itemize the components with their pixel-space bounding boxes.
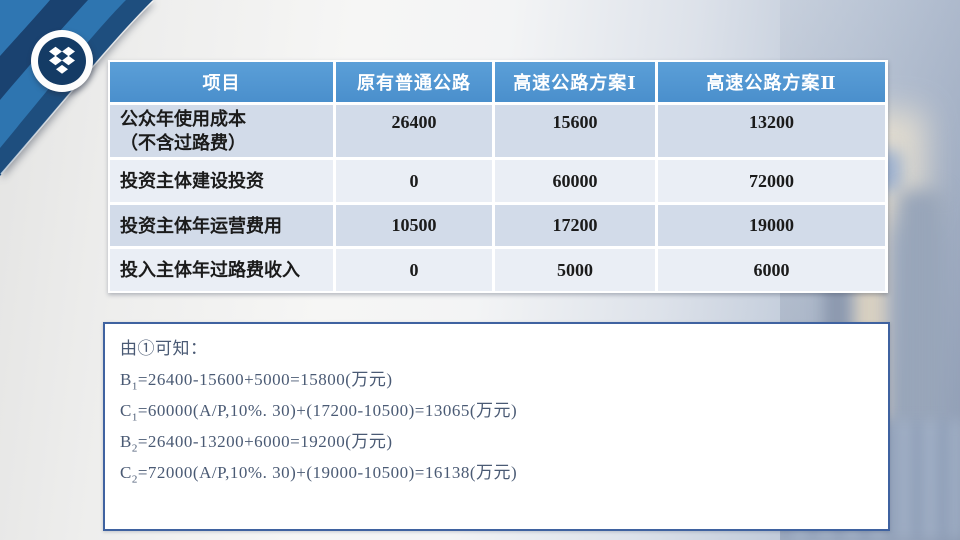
table-cell: 15600	[495, 105, 655, 157]
table-cell: 17200	[495, 205, 655, 246]
photo-blur-shape	[898, 190, 944, 440]
formula-b2: B2=26400-13200+6000=19200(万元)	[120, 432, 393, 455]
table-cell: 72000	[658, 160, 885, 202]
row-label: 投入主体年过路费收入	[110, 249, 333, 291]
table-cell: 13200	[658, 105, 885, 157]
corner-ribbon-decoration	[0, 0, 154, 176]
table-header-plan2: 高速公路方案Ⅱ	[658, 62, 885, 102]
table-cell: 6000	[658, 249, 885, 291]
table-header-item: 项目	[110, 62, 333, 102]
table-cell: 19000	[658, 205, 885, 246]
formula-c1: C1=60000(A/P,10%. 30)+(17200-10500)=1306…	[120, 401, 518, 424]
row-label: 公众年使用成本 （不含过路费）	[110, 105, 333, 157]
row-label: 投资主体建设投资	[110, 160, 333, 202]
dropbox-logo-icon	[49, 46, 75, 74]
table-cell: 10500	[336, 205, 492, 246]
formula-b1: B1=26400-15600+5000=15800(万元)	[120, 370, 393, 393]
table-cell: 26400	[336, 105, 492, 157]
table-cell: 60000	[495, 160, 655, 202]
formula-c2: C2=72000(A/P,10%. 30)+(19000-10500)=1613…	[120, 463, 518, 486]
logo-badge	[31, 30, 93, 92]
table-header-plan1: 高速公路方案Ⅰ	[495, 62, 655, 102]
cost-comparison-table: 项目 原有普通公路 高速公路方案Ⅰ 高速公路方案Ⅱ 公众年使用成本 （不含过路费…	[108, 60, 888, 293]
table-cell: 0	[336, 249, 492, 291]
notes-intro: 由①可知：	[120, 339, 208, 358]
table-header-ordinary-road: 原有普通公路	[336, 62, 492, 102]
table-cell: 5000	[495, 249, 655, 291]
row-label: 投资主体年运营费用	[110, 205, 333, 246]
table-cell: 0	[336, 160, 492, 202]
calculation-notes-box: 由①可知： B1=26400-15600+5000=15800(万元) C1=6…	[103, 322, 890, 531]
